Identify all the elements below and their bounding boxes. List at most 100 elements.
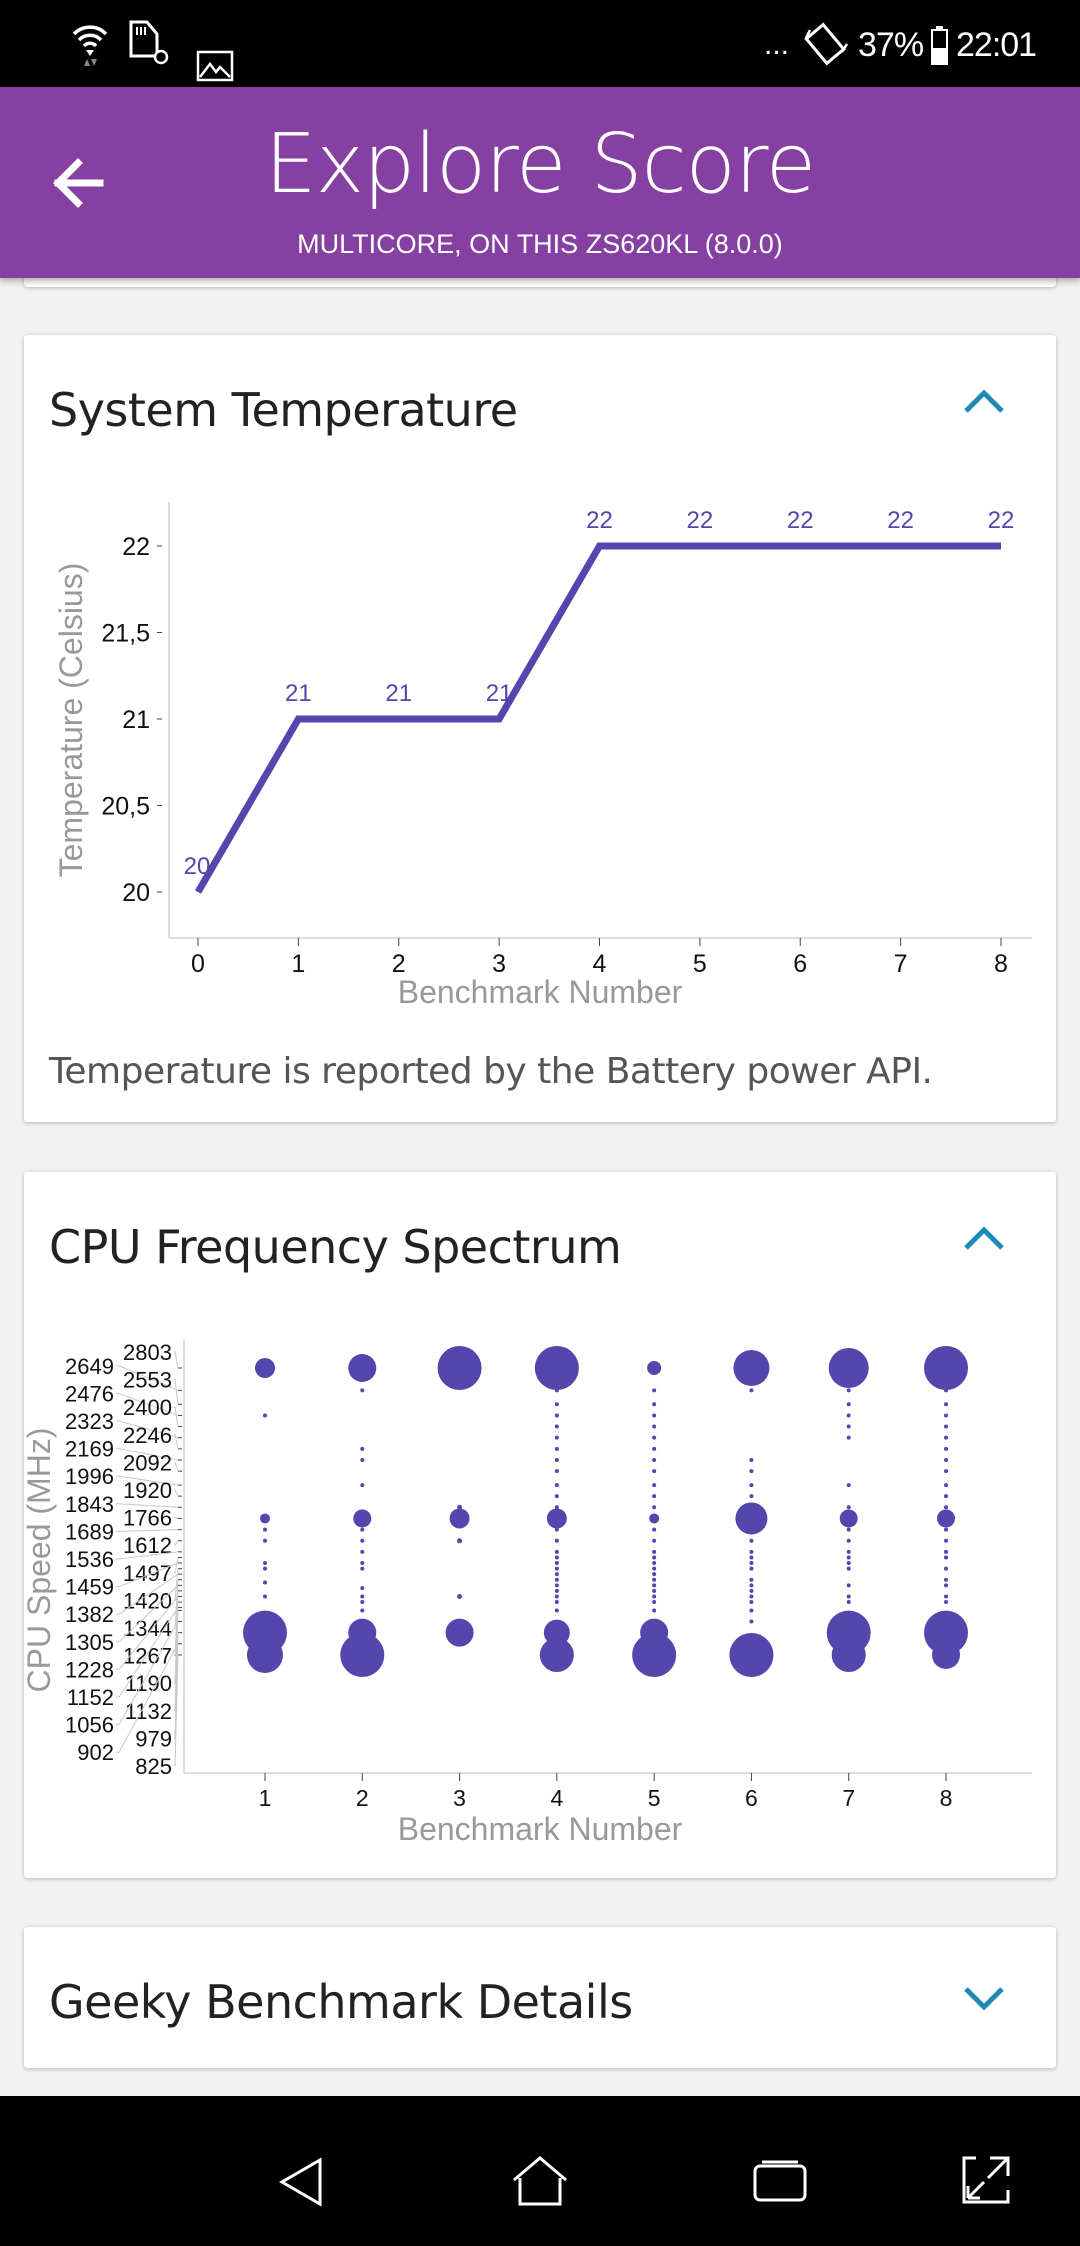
y-tick-leader — [174, 1610, 179, 1712]
y-tick-leader — [116, 1573, 179, 1615]
y-tick-label: 902 — [77, 1740, 114, 1765]
frequency-bubble — [348, 1354, 377, 1382]
frequency-bubble — [846, 1600, 851, 1605]
x-tick-label: 5 — [648, 1785, 661, 1811]
chevron-up-icon[interactable] — [962, 1224, 1006, 1254]
frequency-bubble — [846, 1505, 851, 1510]
frequency-bubble — [652, 1577, 657, 1582]
rotate-icon — [804, 22, 849, 66]
y-tick-label: 1996 — [65, 1464, 114, 1489]
frequency-bubble — [554, 1483, 559, 1488]
y-tick-label: 1228 — [65, 1657, 114, 1682]
screen-zoom-icon[interactable] — [960, 2154, 1012, 2206]
frequency-bubble — [749, 1566, 754, 1571]
y-tick-label: 1920 — [123, 1478, 172, 1503]
sd-card-error-icon — [129, 20, 169, 65]
frequency-bubble — [652, 1588, 657, 1593]
frequency-bubble — [749, 1388, 754, 1393]
card-title[interactable]: Geeky Benchmark Details — [49, 1975, 633, 2029]
frequency-bubble — [652, 1483, 657, 1488]
frequency-bubble — [340, 1633, 385, 1677]
y-tick-leader — [174, 1540, 179, 1546]
frequency-bubble — [649, 1513, 660, 1524]
back-arrow-icon[interactable] — [50, 157, 106, 209]
frequency-bubble — [554, 1457, 559, 1462]
x-tick-label: 3 — [492, 950, 506, 978]
frequency-bubble — [652, 1600, 657, 1605]
recents-nav-icon[interactable] — [752, 2160, 808, 2206]
frequency-bubble — [749, 1555, 754, 1560]
frequency-bubble — [749, 1494, 754, 1499]
frequency-bubble — [263, 1527, 267, 1532]
frequency-bubble — [260, 1513, 270, 1524]
frequency-bubble — [554, 1469, 559, 1474]
y-tick-label: 1689 — [65, 1519, 114, 1544]
frequency-bubble — [360, 1561, 365, 1566]
home-nav-icon[interactable] — [510, 2154, 570, 2208]
cpu-frequency-card: CPU Frequency Spectrum 2803 2649 2553 2476 2… — [21, 1172, 1056, 1878]
frequency-bubble — [944, 1457, 948, 1462]
frequency-bubble — [652, 1538, 657, 1543]
y-tick-label: 1536 — [65, 1547, 114, 1572]
frequency-bubble — [554, 1555, 559, 1560]
y-tick-label: 21 — [122, 706, 150, 734]
frequency-bubble — [263, 1538, 267, 1543]
frequency-bubble — [944, 1566, 948, 1571]
frequency-bubble — [652, 1446, 657, 1451]
back-nav-icon[interactable] — [276, 2156, 326, 2208]
x-tick-label: 6 — [745, 1785, 758, 1811]
frequency-bubble — [944, 1505, 948, 1510]
frequency-bubble — [554, 1402, 559, 1407]
chevron-down-icon[interactable] — [962, 1983, 1006, 2013]
card-title[interactable]: System Temperature — [49, 383, 518, 437]
y-tick-leader — [174, 1489, 179, 1497]
frequency-bubble — [944, 1583, 948, 1588]
frequency-bubble — [554, 1538, 559, 1543]
data-label: 22 — [687, 507, 714, 534]
frequency-bubble — [437, 1346, 482, 1390]
x-tick-label: 5 — [693, 950, 707, 978]
chevron-up-icon[interactable] — [962, 387, 1006, 417]
frequency-bubble — [749, 1583, 754, 1588]
y-tick-leader — [116, 1607, 179, 1698]
geeky-benchmark-details-card[interactable]: Geeky Benchmark Details — [24, 1927, 1056, 2068]
y-tick-label: 1459 — [65, 1575, 114, 1600]
frequency-bubble — [924, 1346, 968, 1390]
frequency-bubble — [846, 1527, 851, 1532]
frequency-bubble — [944, 1527, 948, 1532]
frequency-bubble — [652, 1402, 657, 1407]
frequency-bubble — [255, 1358, 275, 1378]
frequency-bubble — [360, 1600, 365, 1605]
system-temperature-card: System Temperature 20 20,5 21 21,5 22 0 1 2 3 4 5 6… — [24, 335, 1056, 1122]
frequency-bubble — [749, 1549, 754, 1554]
y-tick-leader — [116, 1551, 179, 1560]
frequency-bubble — [846, 1435, 851, 1440]
frequency-bubble — [944, 1483, 948, 1488]
card-title[interactable]: CPU Frequency Spectrum — [49, 1220, 622, 1274]
frequency-bubble — [554, 1583, 559, 1588]
frequency-bubble — [944, 1413, 948, 1418]
y-tick-leader — [116, 1621, 179, 1726]
x-tick-label: 7 — [894, 950, 908, 978]
y-tick-leader — [116, 1475, 179, 1486]
frequency-bubble — [944, 1555, 948, 1560]
frequency-bubble — [944, 1469, 948, 1474]
frequency-bubble — [263, 1566, 267, 1571]
data-label: 22 — [586, 507, 613, 534]
app-header: Explore Score MULTICORE, ON THIS ZS620KL… — [0, 87, 1080, 278]
y-tick-leader — [174, 1590, 179, 1657]
x-tick-label: 6 — [793, 950, 807, 978]
y-tick-label: 1612 — [123, 1533, 172, 1558]
frequency-bubble — [944, 1424, 948, 1429]
frequency-bubble — [652, 1566, 657, 1571]
y-tick-leader — [116, 1392, 179, 1416]
y-tick-label: 2246 — [123, 1423, 172, 1448]
wifi-icon — [72, 25, 108, 66]
frequency-bubble — [263, 1580, 267, 1585]
temperature-chart: 20 20,5 21 21,5 22 0 1 2 3 4 5 6 7 8 20 21 21 21 22 22 22 22 2… — [53, 502, 1032, 1010]
frequency-bubble — [652, 1505, 657, 1510]
frequency-bubble — [554, 1435, 559, 1440]
frequency-bubble — [944, 1600, 948, 1605]
frequency-bubble — [944, 1549, 948, 1554]
frequency-bubble — [652, 1388, 657, 1393]
